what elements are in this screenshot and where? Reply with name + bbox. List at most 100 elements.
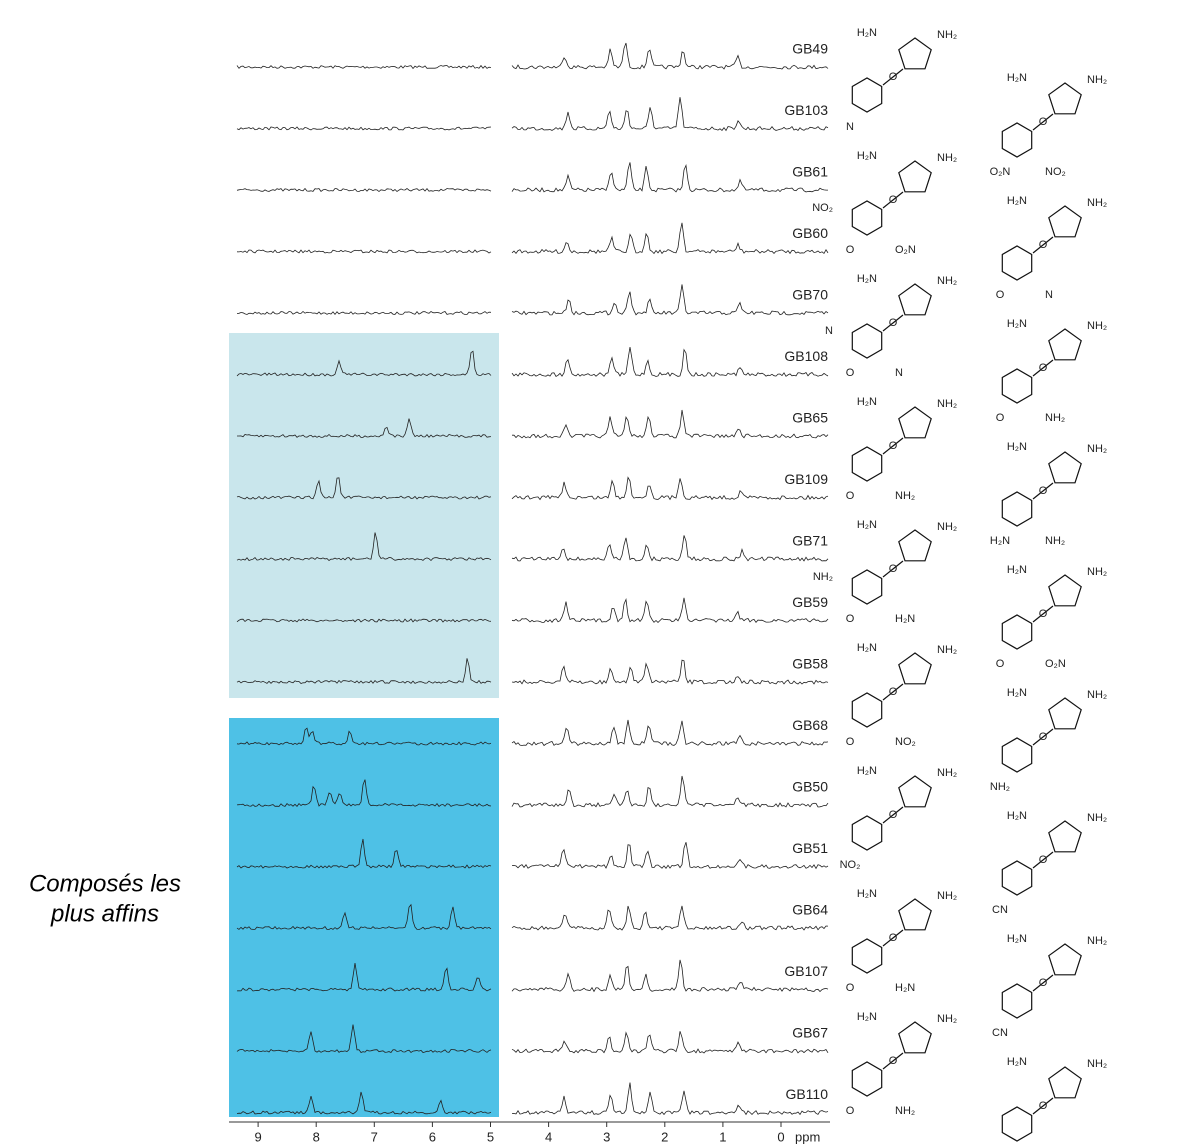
aryl-ring <box>1001 368 1033 404</box>
spectrum-aliphatic <box>511 162 828 193</box>
cyclopentane-ring <box>898 160 932 193</box>
tick-label: 7 <box>371 1129 378 1144</box>
atom-label: O <box>1039 362 1048 374</box>
atom-label: O <box>889 932 898 944</box>
atom-label: NH₂ <box>1087 197 1107 209</box>
atom-label: NH₂ <box>1087 566 1107 578</box>
atom-label: NH₂ <box>1087 443 1107 455</box>
bond <box>1032 728 1054 746</box>
spectrum-aromatic <box>236 64 492 70</box>
atom-label: NH₂ <box>1045 535 1065 547</box>
spectrum-aromatic <box>237 418 492 438</box>
side-note: plus affins <box>50 900 159 927</box>
bond <box>1032 359 1054 377</box>
atom-label: NO₂ <box>895 736 916 748</box>
atom-label: NH₂ <box>937 521 957 533</box>
atom-label: H₂N <box>857 1011 877 1023</box>
compound-label: GB50 <box>792 779 828 795</box>
atom-label: O₂N <box>895 244 916 256</box>
compound-label: GB68 <box>792 717 828 733</box>
spectrum-aromatic <box>236 779 492 808</box>
atom-label: O <box>889 317 898 329</box>
compound-label: GB109 <box>784 471 828 487</box>
atom-label: CN <box>992 1027 1008 1039</box>
atom-label: O <box>889 71 898 83</box>
atom-label: H₂N <box>1007 687 1027 699</box>
atom-label: NH₂ <box>1087 74 1107 86</box>
aryl-ring <box>851 77 883 113</box>
atom-label: H₂N <box>1007 72 1027 84</box>
bond <box>882 929 904 947</box>
aryl-ring <box>851 692 883 728</box>
spectrum-aliphatic <box>512 409 829 439</box>
aryl-ring <box>851 815 883 851</box>
atom-label: H₂N <box>857 27 877 39</box>
spectrum-aromatic <box>236 350 492 377</box>
cyclopentane-ring <box>898 652 932 685</box>
atom-label: O <box>1039 854 1048 866</box>
atom-label: O <box>1039 977 1048 989</box>
cyclopentane-ring <box>898 1021 932 1054</box>
cyclopentane-ring <box>898 529 932 562</box>
atom-label: NH₂ <box>1087 935 1107 947</box>
cyclopentane-ring <box>898 775 932 808</box>
aryl-ring <box>1001 614 1033 650</box>
atom-label: N <box>846 121 854 133</box>
spectrum-aliphatic <box>511 597 829 623</box>
compound-label: GB71 <box>792 533 828 549</box>
atom-label: H₂N <box>1007 318 1027 330</box>
atom-label: H₂N <box>1007 1056 1027 1068</box>
atom-label: NH₂ <box>937 767 957 779</box>
cyclopentane-ring <box>1048 574 1082 607</box>
atom-label: H₂N <box>1007 195 1027 207</box>
atom-label: O <box>996 658 1005 670</box>
aryl-ring <box>851 200 883 236</box>
aryl-ring <box>851 569 883 605</box>
atom-label: H₂N <box>857 765 877 777</box>
spectrum-aromatic <box>236 963 492 992</box>
aryl-ring <box>851 323 883 359</box>
atom-label: N <box>895 367 903 379</box>
spectrum-aliphatic <box>511 1031 829 1054</box>
cyclopentane-ring <box>1048 328 1082 361</box>
bond <box>882 68 904 86</box>
atom-label: H₂N <box>857 396 877 408</box>
atom-label: O <box>1039 485 1048 497</box>
atom-label: H₂N <box>857 273 877 285</box>
spectrum-aliphatic <box>511 1082 829 1116</box>
aryl-ring <box>851 446 883 482</box>
compound-label: GB60 <box>792 225 828 241</box>
spectrum-aliphatic <box>511 775 829 808</box>
atom-label: O <box>889 563 898 575</box>
spectrum-aromatic <box>236 903 492 931</box>
bond <box>1032 482 1054 500</box>
bond <box>882 437 904 455</box>
spectrum-aromatic <box>236 838 492 869</box>
tick-label: 4 <box>545 1129 552 1144</box>
aryl-ring <box>851 938 883 974</box>
cyclopentane-ring <box>1048 82 1082 115</box>
compound-label: GB107 <box>784 963 828 979</box>
spectrum-aliphatic <box>511 905 829 931</box>
atom-label: O <box>1039 731 1048 743</box>
compound-label: GB59 <box>792 594 828 610</box>
atom-label: NH₂ <box>1087 689 1107 701</box>
atom-label: NH₂ <box>937 398 957 410</box>
spectrum-aromatic <box>236 249 492 254</box>
bond <box>1032 974 1054 992</box>
tick-label: 5 <box>487 1129 494 1144</box>
bond <box>1032 1097 1054 1115</box>
atom-label: O <box>996 412 1005 424</box>
tick-label: 9 <box>254 1129 261 1144</box>
tick-label: 1 <box>719 1129 726 1144</box>
cyclopentane-ring <box>1048 697 1082 730</box>
aryl-ring <box>1001 122 1033 158</box>
compound-label: GB110 <box>785 1086 828 1102</box>
atom-label: O <box>1039 608 1048 620</box>
tick-label: 2 <box>661 1129 668 1144</box>
compound-label: GB65 <box>792 410 828 426</box>
atom-label: NH₂ <box>937 1013 957 1025</box>
bond <box>882 806 904 824</box>
spectrum-aromatic <box>236 477 492 500</box>
